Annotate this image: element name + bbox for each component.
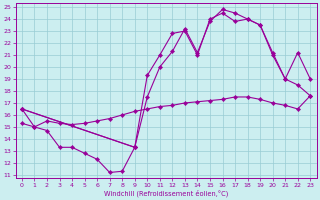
X-axis label: Windchill (Refroidissement éolien,°C): Windchill (Refroidissement éolien,°C) [104, 189, 228, 197]
